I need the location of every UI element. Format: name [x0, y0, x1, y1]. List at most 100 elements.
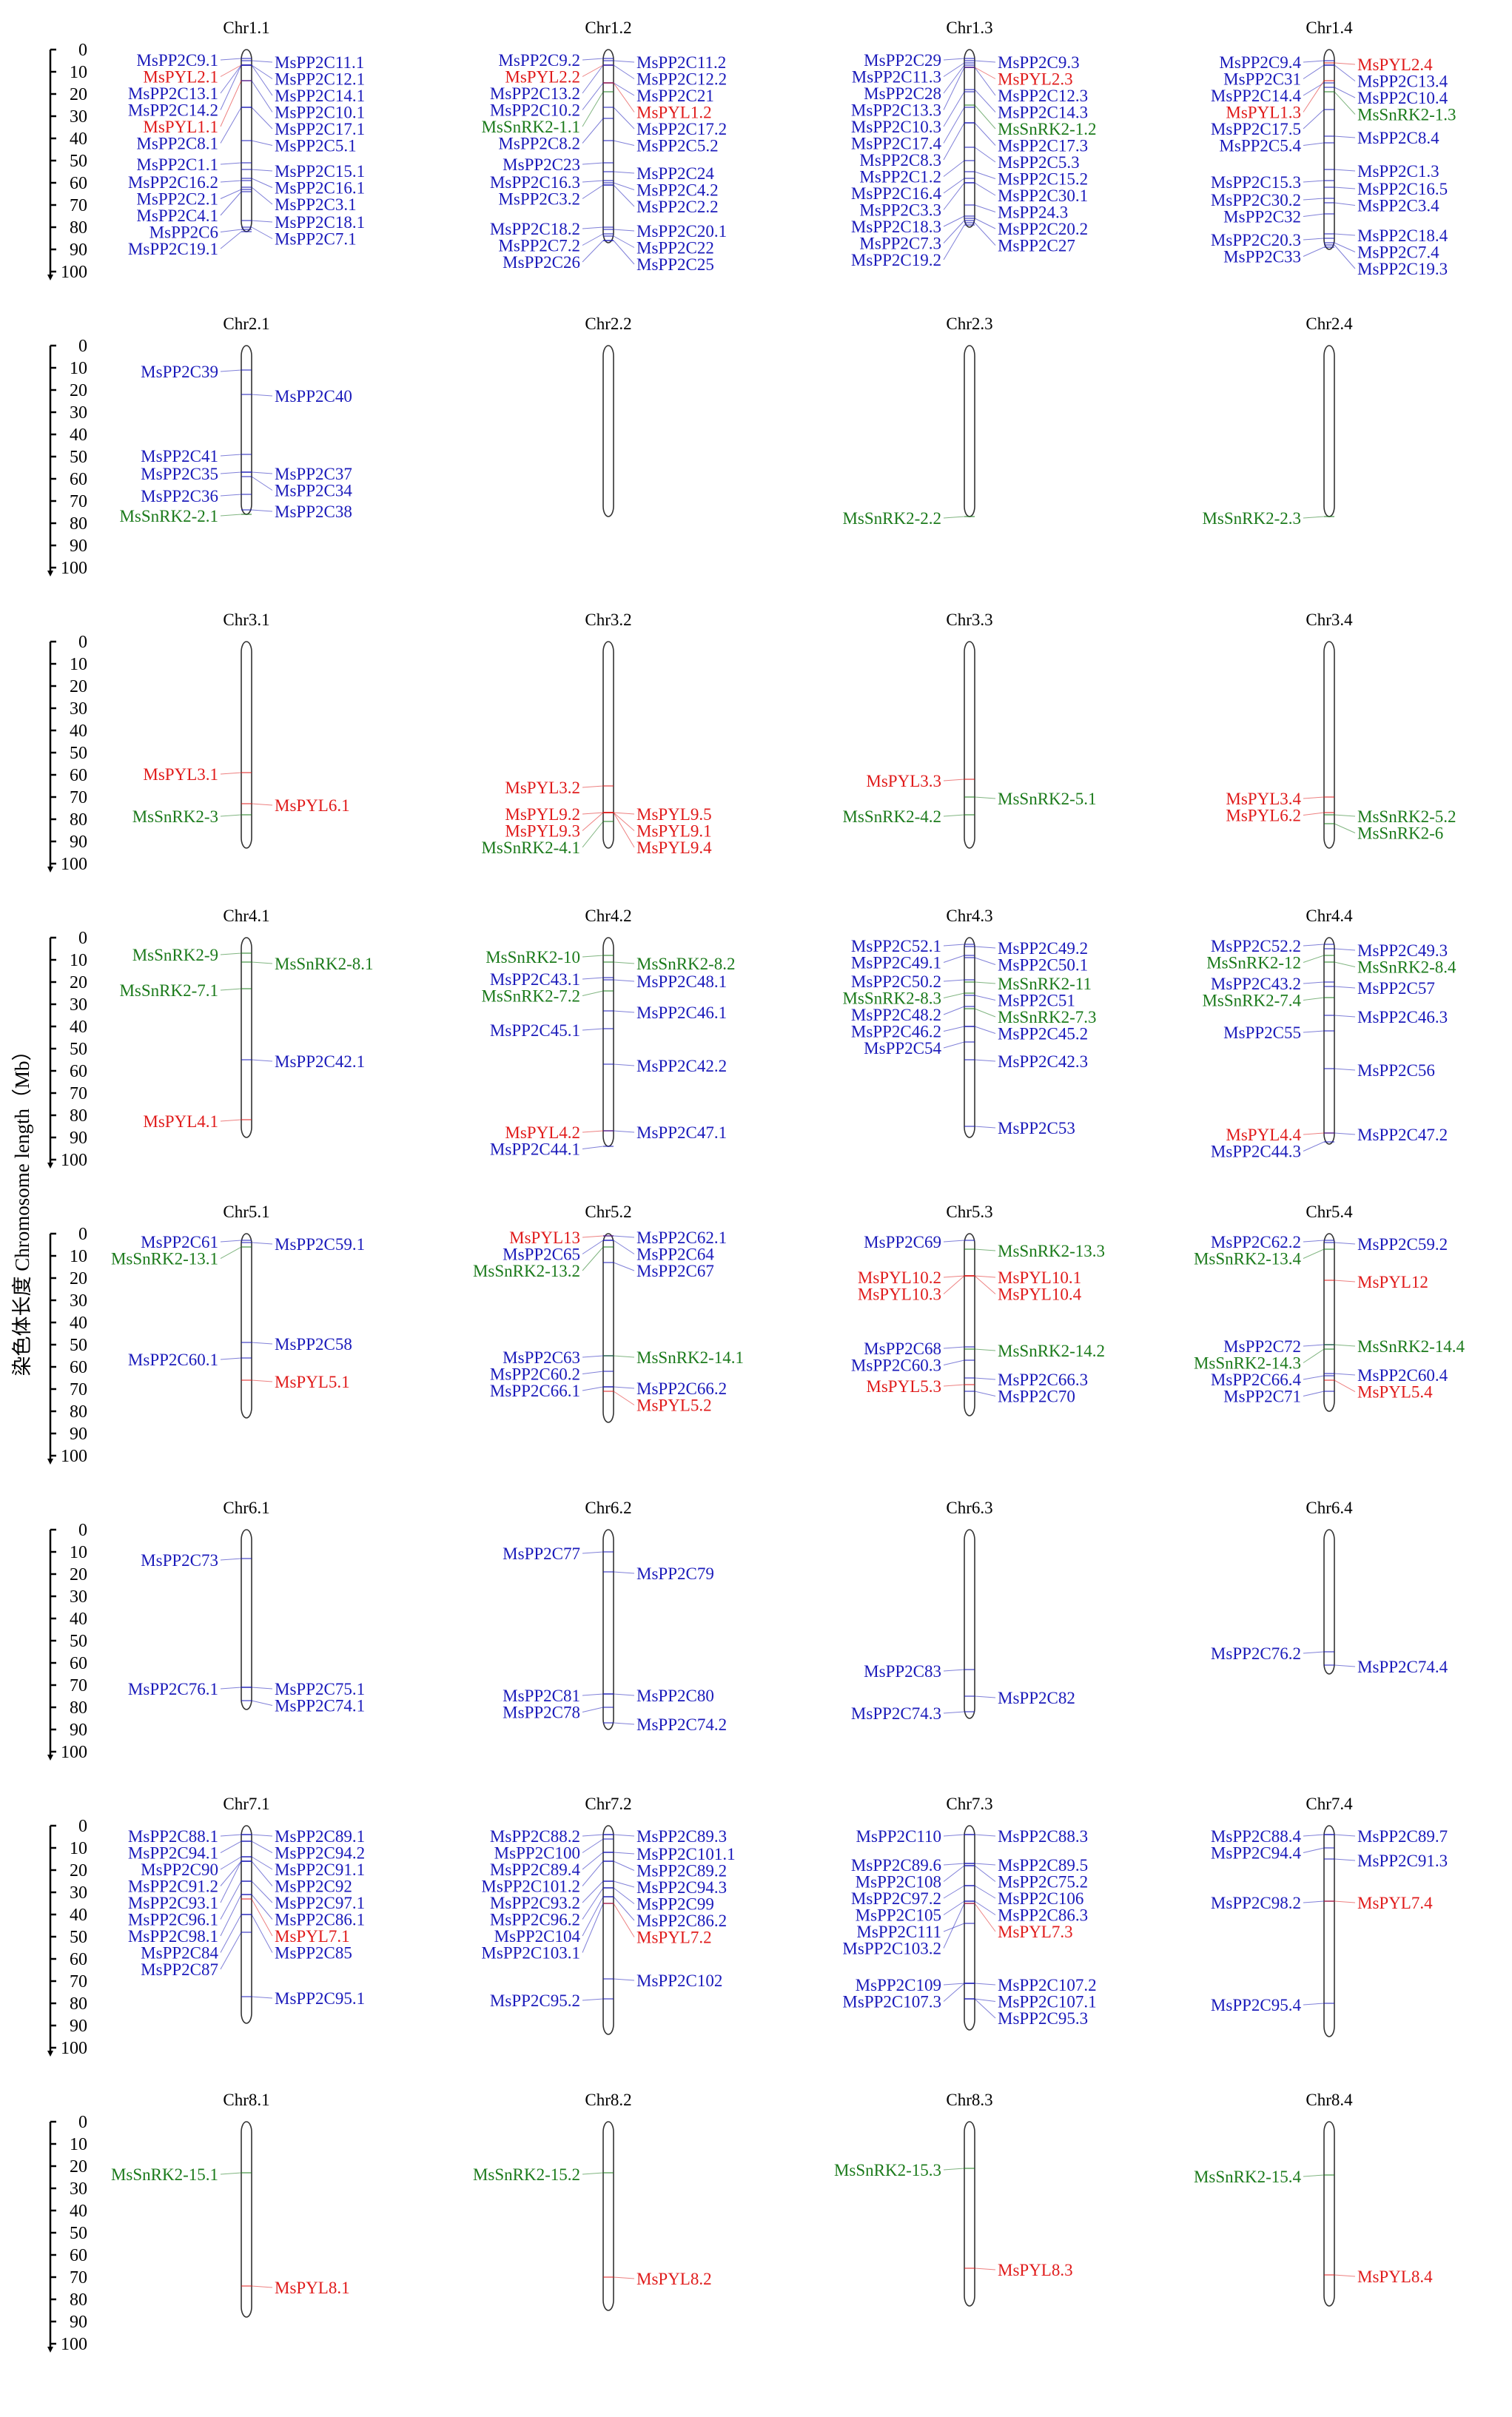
- gene-label: MsPP2C64: [636, 1246, 714, 1264]
- gene-label: MsPP2C49.2: [998, 939, 1088, 958]
- gene-label: MsPP2C10.2: [490, 101, 580, 120]
- gene-connector: [974, 1248, 996, 1251]
- gene-connector: [974, 1391, 996, 1396]
- gene-connector: [1334, 1344, 1356, 1347]
- chromosome-title: Chr8.3: [946, 2091, 992, 2109]
- gene-connector: [943, 67, 965, 110]
- chromosome-title: Chr8.1: [223, 2091, 269, 2109]
- gene-connector: [251, 1242, 273, 1245]
- gene-label: MsPP2C88.2: [490, 1827, 580, 1846]
- gene-connector: [582, 955, 604, 958]
- gene-label: MsPP2C44.1: [490, 1140, 580, 1159]
- gene-connector: [943, 1346, 965, 1349]
- gene-label: MsPP2C50.1: [998, 956, 1088, 975]
- gene-connector: [974, 1348, 996, 1351]
- gene-connector: [943, 64, 965, 94]
- scale-axis: 0 10 20 30 40 50 60 70 80 90 100: [47, 2113, 87, 2354]
- gene-label: MsPYL6.2: [1226, 807, 1301, 825]
- gene-connector: [943, 1026, 965, 1032]
- gene-label: MsSnRK2-14.3: [1194, 1354, 1301, 1373]
- gene-label: MsPP2C110: [856, 1827, 941, 1846]
- gene-label: MsPYL7.1: [275, 1927, 350, 1946]
- gene-label: MsPP2C109: [856, 1976, 941, 1994]
- chromosome-title: Chr3.2: [585, 611, 631, 629]
- axis-tick-label: 70: [70, 492, 87, 511]
- axis-tick-label: 0: [78, 1521, 87, 1540]
- gene-connector: [1303, 198, 1325, 201]
- chromosome-title: Chr4.3: [946, 907, 992, 925]
- gene-connector: [613, 1896, 635, 1921]
- axis-tick-label: 100: [61, 1447, 87, 1466]
- gene-label: MsPP2C30.2: [1211, 191, 1301, 209]
- gene-label: MsPP2C95.4: [1211, 1996, 1302, 2014]
- gene-label: MsPP2C89.2: [636, 1862, 727, 1880]
- gene-label: MsPP2C1.3: [1357, 162, 1439, 181]
- gene-label: MsPP2C37: [275, 465, 352, 483]
- gene-connector: [974, 1059, 996, 1062]
- axis-tick-label: 60: [70, 1358, 87, 1377]
- gene-connector: [220, 471, 242, 474]
- gene-connector: [220, 64, 242, 77]
- chromosome-bar: [241, 1529, 252, 1710]
- gene-label: MsPP2C8.1: [136, 135, 218, 153]
- gene-label: MsPP2C103.2: [842, 1940, 941, 1958]
- gene-connector: [943, 1275, 965, 1294]
- gene-label: MsPP2C42.3: [998, 1052, 1088, 1071]
- chromosome-chr1-2: Chr1.2MsPP2C9.2MsPYL2.2MsPP2C13.2MsPP2C1…: [481, 19, 727, 274]
- chromosome-chr2-4: Chr2.4 MsSnRK2-2.3: [1202, 315, 1353, 528]
- gene-connector: [1334, 91, 1356, 115]
- gene-label: MsPP2C39: [141, 363, 218, 381]
- gene-label: MsSnRK2-15.3: [834, 2161, 941, 2179]
- gene-connector: [251, 394, 273, 397]
- gene-connector: [582, 1371, 604, 1374]
- chromosome-bar: [964, 937, 975, 1138]
- gene-label: MsPP2C47.2: [1357, 1126, 1448, 1144]
- gene-label: MsPP2C93.1: [128, 1894, 218, 1912]
- chromosome-title: Chr3.4: [1306, 611, 1353, 629]
- gene-label: MsPP2C7.1: [275, 230, 357, 249]
- gene-connector: [220, 1246, 242, 1259]
- gene-label: MsPP2C79: [636, 1564, 714, 1583]
- axis-tick-label: 40: [70, 722, 87, 741]
- chromosome-title: Chr5.2: [585, 1203, 631, 1221]
- gene-label: MsPP2C14.2: [128, 101, 218, 120]
- gene-label: MsPP2C41: [141, 447, 218, 465]
- gene-connector: [613, 979, 635, 982]
- gene-connector: [582, 1903, 604, 1953]
- gene-label: MsPP2C87: [141, 1960, 218, 1979]
- gene-label: MsPYL7.4: [1357, 1894, 1433, 1912]
- gene-label: MsPP2C91.2: [128, 1878, 218, 1896]
- gene-label: MsPP2C3.1: [275, 195, 357, 214]
- axis-tick-label: 40: [70, 1018, 87, 1037]
- gene-connector: [1303, 1834, 1325, 1837]
- gene-connector: [251, 1856, 273, 1870]
- axis-tick-label: 90: [70, 2017, 87, 2036]
- axis-tick-label: 80: [70, 2290, 87, 2310]
- gene-connector: [582, 240, 604, 263]
- gene-label: MsPP2C46.3: [1357, 1008, 1448, 1026]
- gene-label: MsPP2C92: [275, 1878, 352, 1896]
- chromosome-chr8-1: Chr8.1 MsSnRK2-15.1 MsPYL8.1: [111, 2091, 350, 2318]
- gene-label: MsPP2C60.3: [851, 1357, 941, 1375]
- gene-connector: [1303, 981, 1325, 984]
- gene-connector: [943, 224, 965, 260]
- gene-connector: [582, 1355, 604, 1358]
- axis-tick-label: 60: [70, 1950, 87, 1969]
- gene-connector: [582, 1834, 604, 1837]
- gene-connector: [1334, 1664, 1356, 1667]
- axis-tick-label: 100: [61, 263, 87, 282]
- gene-label: MsPP2C88.3: [998, 1827, 1088, 1846]
- axis-tick-label: 60: [70, 2246, 87, 2265]
- chromosome-title: Chr7.1: [223, 1795, 269, 1813]
- gene-label: MsPP2C86.2: [636, 1912, 727, 1930]
- gene-connector: [974, 104, 996, 130]
- gene-connector: [220, 1860, 242, 1886]
- gene-label: MsPP2C52.2: [1211, 937, 1301, 955]
- gene-connector: [220, 231, 242, 249]
- gene-label: MsPYL1.2: [636, 104, 712, 122]
- gene-label: MsPP2C17.2: [636, 120, 727, 138]
- gene-connector: [943, 1041, 965, 1049]
- gene-label: MsPP2C95.3: [998, 2009, 1088, 2028]
- gene-connector: [251, 1379, 273, 1382]
